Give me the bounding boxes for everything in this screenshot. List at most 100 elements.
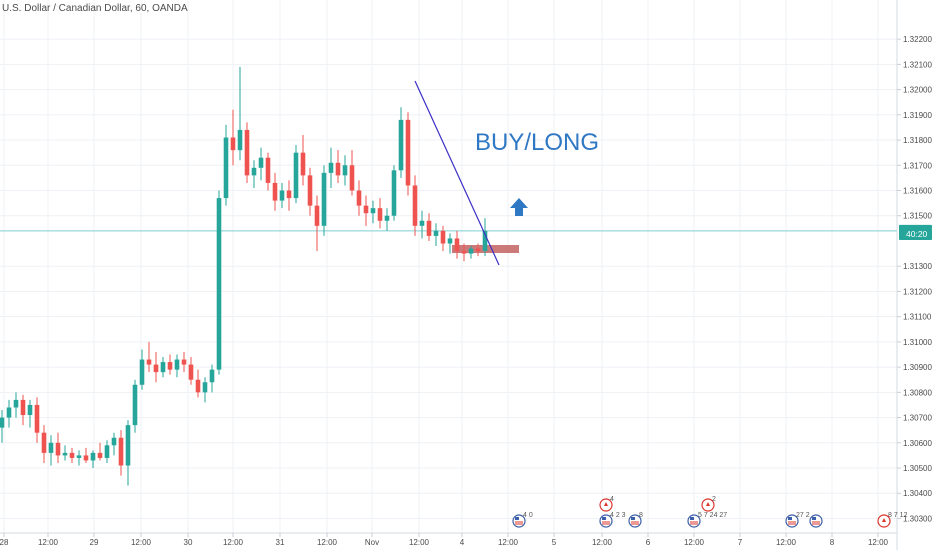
- candle[interactable]: [118, 430, 124, 476]
- candle[interactable]: [384, 208, 390, 231]
- candle[interactable]: [6, 399, 12, 428]
- candle[interactable]: [209, 364, 215, 393]
- candle[interactable]: [433, 223, 439, 247]
- candle[interactable]: [195, 369, 201, 398]
- candle-body: [405, 119, 411, 186]
- candle[interactable]: [272, 172, 278, 211]
- candle[interactable]: [188, 357, 194, 385]
- price-axis[interactable]: 1.32200 1.32100 1.32000 1.31900 1.31800 1.317…: [896, 0, 932, 550]
- candle[interactable]: [69, 447, 75, 463]
- candle[interactable]: [146, 341, 152, 373]
- candle[interactable]: [230, 109, 236, 166]
- candle[interactable]: [83, 447, 89, 463]
- candle[interactable]: [167, 354, 173, 375]
- candle[interactable]: [461, 243, 467, 262]
- countdown-badge: [899, 228, 932, 240]
- us-flag-event-icon[interactable]: 8: [628, 512, 643, 528]
- candle[interactable]: [216, 190, 222, 375]
- candle[interactable]: [13, 392, 19, 418]
- candle[interactable]: [377, 198, 383, 229]
- candle[interactable]: [412, 175, 418, 236]
- candle[interactable]: [405, 112, 411, 196]
- candle[interactable]: [447, 233, 453, 254]
- candle[interactable]: [48, 435, 54, 466]
- candle-body: [349, 165, 355, 191]
- candle[interactable]: [328, 147, 334, 188]
- candle[interactable]: [426, 213, 432, 241]
- candle[interactable]: [174, 354, 180, 378]
- candle[interactable]: [55, 432, 61, 463]
- candle-body: [293, 152, 299, 199]
- candle[interactable]: [153, 351, 159, 383]
- candle[interactable]: [0, 409, 5, 443]
- us-flag-event-icon[interactable]: 4 0: [512, 512, 533, 528]
- candle[interactable]: [34, 397, 40, 443]
- candle[interactable]: [314, 195, 320, 252]
- candle[interactable]: [258, 147, 264, 181]
- candle[interactable]: [251, 160, 257, 188]
- candle[interactable]: [293, 145, 299, 204]
- candle[interactable]: [286, 180, 292, 211]
- candle[interactable]: [90, 450, 96, 469]
- candle[interactable]: [440, 225, 446, 252]
- candle[interactable]: [307, 167, 313, 216]
- candle[interactable]: [391, 165, 397, 221]
- candle[interactable]: [279, 182, 285, 209]
- candle-body: [398, 119, 404, 171]
- time-tick-label: 6: [646, 538, 651, 547]
- us-flag-event-icon[interactable]: 27 2: [785, 512, 810, 528]
- candle[interactable]: [76, 450, 82, 466]
- trendline[interactable]: [414, 80, 500, 266]
- candle[interactable]: [419, 210, 425, 239]
- ca-flag-event-icon[interactable]: 2: [701, 496, 716, 512]
- candle-body: [412, 185, 418, 226]
- candle[interactable]: [62, 445, 68, 461]
- candle[interactable]: [349, 150, 355, 196]
- candle-body: [279, 190, 285, 201]
- candle[interactable]: [202, 377, 208, 403]
- candle[interactable]: [454, 230, 460, 259]
- candle[interactable]: [482, 218, 488, 257]
- price-tick-label: 1.31100: [903, 313, 932, 322]
- us-flag-event-icon[interactable]: [809, 514, 823, 528]
- candle[interactable]: [20, 394, 26, 426]
- candle[interactable]: [321, 165, 327, 236]
- candle[interactable]: [97, 442, 103, 461]
- us-flag-event-icon[interactable]: 5 7 24 27: [687, 512, 727, 528]
- us-flag-event-icon[interactable]: 4 2 3: [599, 512, 626, 528]
- time-axis[interactable]: 28 12:00 29 12:00 30 12:00 31 12:00 Nov 12:00 4 12:…: [0, 532, 897, 547]
- candle[interactable]: [363, 195, 369, 226]
- candle[interactable]: [160, 357, 166, 378]
- candle[interactable]: [125, 420, 131, 486]
- candle[interactable]: [265, 152, 271, 191]
- candle[interactable]: [41, 425, 47, 463]
- candle[interactable]: [300, 135, 306, 186]
- candle[interactable]: [370, 200, 376, 224]
- candle[interactable]: [356, 180, 362, 216]
- ca-flag-event-icon[interactable]: 4: [599, 496, 614, 512]
- ca-flag-event-icon[interactable]: 8 7 12: [877, 512, 908, 528]
- candle[interactable]: [181, 351, 187, 373]
- candle-body: [482, 230, 488, 252]
- candle[interactable]: [139, 349, 145, 390]
- candle-body: [433, 230, 439, 236]
- candle-body: [160, 362, 166, 373]
- candle-body: [97, 452, 103, 458]
- candle[interactable]: [111, 432, 117, 456]
- candle[interactable]: [132, 379, 138, 433]
- countdown-label: 40:20: [906, 229, 928, 239]
- candle[interactable]: [223, 124, 229, 206]
- candle-body: [426, 220, 432, 236]
- candle[interactable]: [468, 246, 474, 259]
- candle[interactable]: [237, 66, 243, 161]
- candle[interactable]: [27, 399, 33, 428]
- candle[interactable]: [104, 440, 110, 463]
- candle[interactable]: [398, 107, 404, 178]
- candle[interactable]: [335, 150, 341, 183]
- candle[interactable]: [244, 122, 250, 183]
- candle[interactable]: [342, 155, 348, 186]
- candle[interactable]: [475, 243, 481, 257]
- candle-body: [314, 205, 320, 226]
